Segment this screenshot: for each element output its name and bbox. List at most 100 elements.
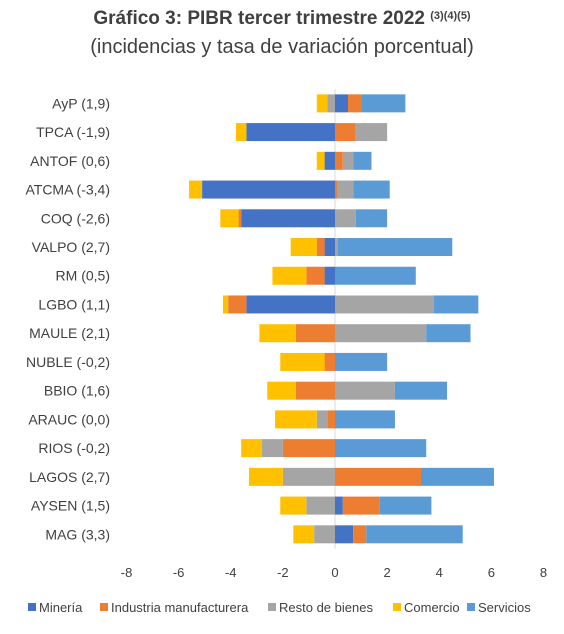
category-label: MAULE (2,1) bbox=[29, 325, 110, 341]
bar-segment bbox=[324, 151, 335, 170]
bar-segment bbox=[295, 381, 335, 400]
bar-segment bbox=[327, 94, 335, 113]
bar-segment bbox=[259, 324, 296, 343]
bar-segment bbox=[280, 352, 325, 371]
legend-swatch bbox=[393, 603, 401, 611]
bar-segment bbox=[275, 410, 317, 429]
legend-label: Comercio bbox=[404, 600, 460, 615]
bar-segment bbox=[335, 209, 356, 228]
bar-segment bbox=[241, 439, 263, 458]
category-label: AyP (1,9) bbox=[52, 95, 110, 111]
x-tick-label: -2 bbox=[277, 565, 289, 580]
bar-segment bbox=[306, 496, 335, 515]
legend-swatch bbox=[467, 603, 475, 611]
bar-segment bbox=[353, 525, 367, 544]
x-tick-label: -4 bbox=[225, 565, 237, 580]
bar-segment bbox=[249, 467, 283, 486]
legend-swatch bbox=[100, 603, 108, 611]
chart-title: Gráfico 3: PIBR tercer trimestre 2022 (3… bbox=[0, 8, 564, 30]
bar-segment bbox=[434, 295, 479, 314]
legend-swatch bbox=[28, 603, 36, 611]
bar-segment bbox=[335, 266, 416, 285]
bar-segment bbox=[394, 381, 448, 400]
bar-segment bbox=[314, 525, 335, 544]
category-label: BBIO (1,6) bbox=[44, 383, 110, 399]
bar-segment bbox=[316, 238, 325, 257]
bar-segment bbox=[282, 467, 335, 486]
bar-segment bbox=[337, 180, 354, 199]
bar-segment bbox=[335, 123, 356, 142]
bar-segment bbox=[324, 266, 335, 285]
x-tick-label: 4 bbox=[436, 565, 443, 580]
bar-segment bbox=[335, 496, 343, 515]
category-label: RM (0,5) bbox=[56, 268, 110, 284]
bar-segment bbox=[335, 151, 343, 170]
category-label: RIOS (-0,2) bbox=[38, 440, 110, 456]
x-tick-label: 0 bbox=[331, 565, 338, 580]
bar-segment bbox=[324, 238, 335, 257]
bar-segment bbox=[361, 94, 406, 113]
bar-segment bbox=[189, 180, 203, 199]
legend-label: Industria manufacturera bbox=[111, 600, 249, 615]
bar-segment bbox=[335, 467, 421, 486]
category-label: TPCA (-1,9) bbox=[36, 124, 110, 140]
bar-segment bbox=[342, 496, 380, 515]
chart-title-text: Gráfico 3: PIBR tercer trimestre 2022 bbox=[93, 8, 425, 29]
category-label: NUBLE (-0,2) bbox=[26, 354, 110, 370]
bar-segment bbox=[316, 410, 328, 429]
bar-segment bbox=[355, 209, 388, 228]
bar-segment bbox=[235, 123, 247, 142]
bar-segment bbox=[335, 295, 435, 314]
bar-segment bbox=[335, 324, 427, 343]
bar-segment bbox=[366, 525, 463, 544]
bar-segment bbox=[282, 439, 335, 458]
category-label: LAGOS (2,7) bbox=[29, 469, 110, 485]
bar-segment bbox=[202, 180, 335, 199]
bar-segment bbox=[337, 238, 453, 257]
bar-segment bbox=[262, 439, 283, 458]
bar-segment bbox=[335, 381, 395, 400]
category-label: ATCMA (-3,4) bbox=[25, 182, 110, 198]
bar-segment bbox=[335, 180, 338, 199]
bar-segment bbox=[353, 180, 390, 199]
bar-segment bbox=[379, 496, 432, 515]
bar-segment bbox=[228, 295, 247, 314]
bar-segment bbox=[290, 238, 317, 257]
bar-segment bbox=[306, 266, 325, 285]
bar-segment bbox=[246, 295, 335, 314]
chart-title-superscript: (3)(4)(5) bbox=[430, 10, 471, 22]
category-label: AYSEN (1,5) bbox=[31, 498, 110, 514]
bar-segment bbox=[335, 238, 338, 257]
bar-segment bbox=[238, 209, 242, 228]
bar-segment bbox=[222, 295, 229, 314]
bar-segment bbox=[293, 525, 315, 544]
x-tick-label: 8 bbox=[540, 565, 547, 580]
legend-label: Minería bbox=[39, 600, 83, 615]
bar-segment bbox=[324, 352, 335, 371]
bar-segment bbox=[335, 439, 427, 458]
bar-segment bbox=[295, 324, 335, 343]
category-label: ANTOF (0,6) bbox=[30, 153, 110, 169]
bar-segment bbox=[355, 123, 388, 142]
legend-label: Servicios bbox=[478, 600, 531, 615]
bar-segment bbox=[353, 151, 372, 170]
bar-segment bbox=[241, 209, 335, 228]
bar-segment bbox=[335, 352, 388, 371]
x-tick-label: 6 bbox=[488, 565, 495, 580]
x-tick-label: -8 bbox=[121, 565, 133, 580]
bar-segment bbox=[335, 410, 395, 429]
bar-segment bbox=[280, 496, 307, 515]
bar-segment bbox=[316, 151, 325, 170]
bar-segment bbox=[342, 151, 354, 170]
bar-segment bbox=[220, 209, 239, 228]
bar-segment bbox=[267, 381, 296, 400]
x-tick-label: 2 bbox=[384, 565, 391, 580]
bar-segment bbox=[420, 467, 494, 486]
category-label: LGBO (1,1) bbox=[38, 296, 110, 312]
bar-segment bbox=[426, 324, 471, 343]
category-label: ARAUC (0,0) bbox=[28, 411, 110, 427]
bar-segment bbox=[335, 525, 354, 544]
bar-segment bbox=[246, 123, 335, 142]
